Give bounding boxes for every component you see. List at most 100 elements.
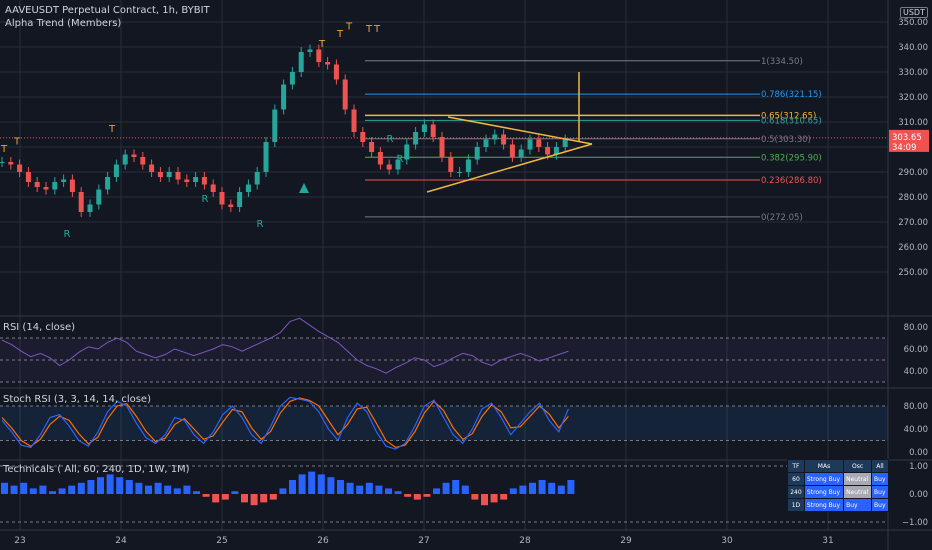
tech-bar: [394, 491, 402, 494]
tech-bar: [250, 494, 258, 506]
candle-body: [395, 159, 401, 170]
tech-bar: [49, 491, 56, 494]
tech-bar: [519, 485, 527, 494]
technicals-table: TF MAs Osc All 60 Strong Buy Neutral Buy…: [787, 459, 889, 512]
reversal-marker: R: [202, 194, 209, 205]
candle-body: [325, 62, 331, 65]
tech-bar: [567, 480, 575, 494]
stoch-k-line: [1, 396, 569, 450]
tech-bar: [404, 494, 412, 497]
candle-body: [166, 172, 172, 177]
symbol-title[interactable]: AAVEUSDT Perpetual Contract, 1h, BYBIT: [5, 5, 210, 16]
technicals-pane-label[interactable]: Technicals ( All, 60, 240, 1D, 1W, 1M): [3, 464, 190, 475]
reversal-marker: R: [397, 154, 404, 165]
tech-bar: [509, 488, 517, 494]
rsi-tick-label: 80.00: [904, 323, 928, 333]
candle-body: [342, 79, 348, 110]
tech-bar: [260, 494, 268, 503]
table-cell-osc: Neutral: [843, 472, 873, 486]
y-tick-label: 320.00: [898, 93, 928, 103]
tech-bar: [298, 474, 306, 494]
tech-bar: [173, 488, 181, 494]
candle-body: [43, 187, 49, 190]
tech-bar: [145, 485, 152, 494]
tech-bar: [461, 485, 469, 494]
candle-body: [501, 134, 507, 145]
candle-body: [263, 142, 269, 172]
candle-body: [281, 84, 287, 110]
fib-level-label: 0.618(310.65): [761, 116, 822, 126]
candle-body: [254, 172, 260, 185]
candle-body: [386, 164, 392, 170]
tech-bar: [39, 485, 47, 494]
currency-badge[interactable]: USDT: [900, 7, 928, 18]
candle-body: [474, 147, 480, 160]
candle-body: [78, 192, 84, 212]
table-cell-tf: 240: [787, 485, 805, 499]
candle-body: [105, 177, 111, 190]
x-tick-label: 28: [519, 536, 531, 546]
candle-body: [210, 184, 216, 192]
tech-bar: [548, 482, 556, 494]
tech-bar: [125, 480, 133, 494]
x-tick-label: 27: [418, 536, 429, 546]
tech-bar: [29, 488, 37, 494]
tech-bar: [346, 482, 354, 494]
candle-body: [140, 157, 146, 165]
tech-bar: [452, 480, 460, 494]
tech-bar: [557, 485, 565, 494]
tech-bar: [442, 482, 450, 494]
tech-bar: [481, 494, 488, 506]
candle-body: [25, 172, 31, 182]
y-tick-label: 270.00: [898, 218, 928, 228]
trend-top-marker: T: [365, 24, 373, 35]
x-tick-label: 23: [14, 536, 25, 546]
table-cell-tf: 1D: [787, 498, 805, 512]
candle-body: [369, 142, 375, 152]
tech-bar: [1, 482, 8, 494]
tech-bar: [231, 491, 239, 494]
tech-bar: [183, 485, 191, 494]
candle-body: [448, 157, 454, 172]
trend-top-marker: T: [373, 24, 381, 35]
candle-body: [289, 72, 295, 85]
candle-body: [413, 132, 419, 145]
tech-bar: [327, 477, 335, 494]
tech-bar: [116, 477, 124, 494]
tech-bar: [221, 494, 229, 500]
tech-bar: [385, 488, 392, 494]
table-header-row: TF MAs Osc All: [787, 459, 889, 473]
reversal-marker: R: [257, 219, 264, 230]
candle-body: [131, 154, 137, 157]
stoch-pane-label[interactable]: Stoch RSI (3, 3, 14, 14, close): [3, 394, 151, 405]
rsi-pane-label[interactable]: RSI (14, close): [3, 322, 76, 333]
tech-bar: [308, 471, 316, 494]
triangle-upper-line: [447, 116, 593, 145]
tech-bar: [365, 482, 373, 494]
tech-bar: [433, 488, 440, 494]
table-header-all: All: [871, 459, 889, 473]
tech-bar: [375, 485, 383, 494]
x-tick-label: 30: [721, 536, 733, 546]
candle-body: [96, 189, 102, 205]
table-row: 1D Strong Buy Buy Buy: [787, 498, 889, 512]
y-tick-label: 260.00: [898, 243, 928, 253]
tech-bar: [269, 494, 277, 500]
candle-body: [87, 204, 93, 212]
table-cell-mas: Strong Buy: [803, 498, 845, 512]
tech-bar: [106, 474, 114, 494]
fib-level-label: 0.786(321.15): [761, 90, 822, 100]
candle-body: [272, 109, 278, 142]
x-tick-label: 25: [216, 536, 227, 546]
candle-body: [0, 162, 5, 163]
trend-top-marker: T: [336, 29, 344, 40]
candle-body: [228, 204, 234, 207]
indicator-label[interactable]: Alpha Trend (Members): [5, 18, 122, 29]
candle-body: [61, 179, 67, 182]
candle-body: [351, 109, 357, 132]
candle-body: [316, 49, 322, 62]
table-cell-all: Buy: [871, 485, 889, 499]
candle-body: [492, 134, 498, 140]
rsi-tick-label: 40.00: [904, 367, 928, 377]
